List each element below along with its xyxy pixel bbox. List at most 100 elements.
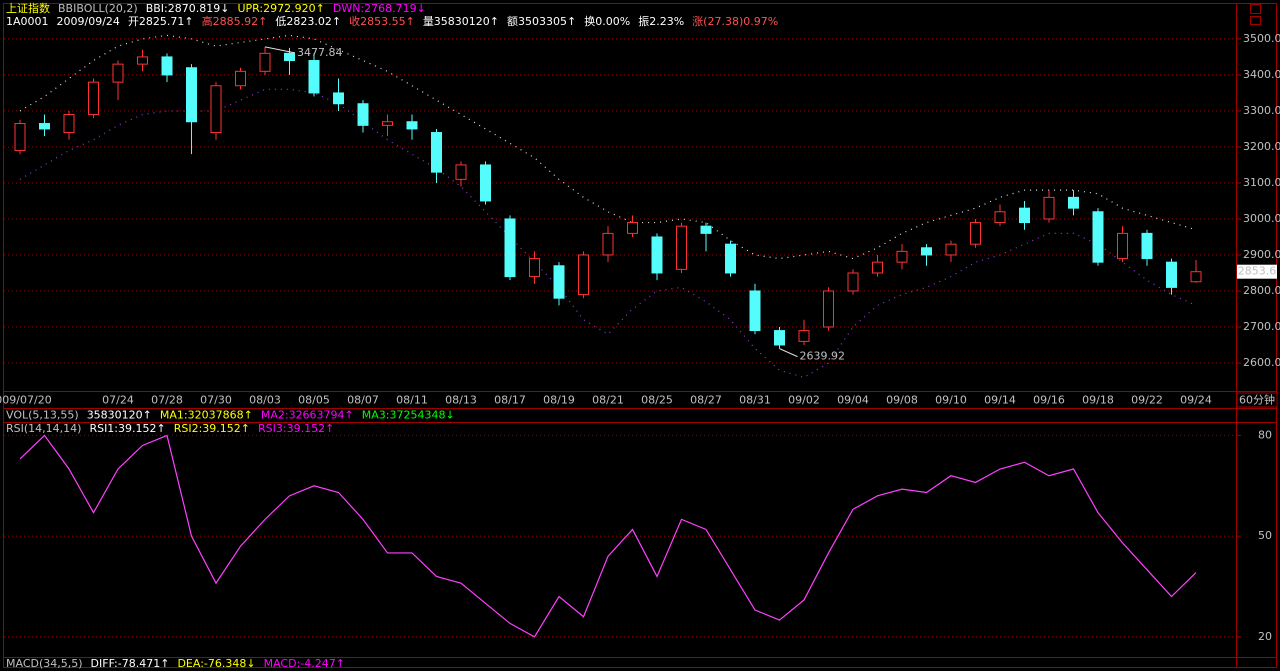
header-line: 上证指数 BBIBOLL(20,2) BBI:2870.819↓ UPR:2972.9…: [6, 1, 426, 15]
candle-body: [896, 250, 908, 263]
macd-line-item: DEA:-76.348↓: [177, 657, 255, 670]
candle-body: [1019, 207, 1030, 224]
x-tick-label: 09/04: [837, 394, 869, 407]
x-tick-label: 08/21: [592, 394, 624, 407]
candle-body: [529, 258, 540, 278]
candle-body: [553, 265, 565, 299]
x-tick-label: 09/08: [886, 394, 918, 407]
candle-body: [578, 254, 589, 296]
candle-body: [725, 243, 736, 274]
info-line-item: 1A0001: [6, 15, 49, 28]
candle-body: [137, 56, 148, 65]
rsi-title-line-item: RSI1:39.152↑: [89, 422, 165, 435]
y-tick-label: 3100.00: [1243, 176, 1280, 189]
x-tick-label: 07/24: [102, 394, 134, 407]
candle-body: [504, 218, 516, 278]
x-tick-label: 08/27: [690, 394, 722, 407]
candle-body: [1141, 232, 1153, 260]
candle-body: [945, 243, 957, 256]
candle-body: [186, 67, 197, 123]
low-annotation: 2639.92: [800, 350, 846, 363]
x-tick-label: 09/10: [935, 394, 967, 407]
macd-line-item: MACD(34,5,5): [6, 657, 83, 670]
high-annotation: 3477.84: [297, 46, 343, 59]
candle-body: [14, 123, 26, 152]
x-tick-label: 09/16: [1033, 394, 1065, 407]
candle-body: [406, 121, 418, 130]
x-tick-label: 09/24: [1180, 394, 1212, 407]
y-tick-label: 20: [1258, 630, 1272, 643]
annotation-leader: [779, 348, 798, 358]
bollinger-band: [19, 88, 1197, 379]
x-tick-label: 08/17: [494, 394, 526, 407]
candle-body: [847, 272, 859, 292]
info-line: 1A0001 2009/09/24 开2825.71↑ 高2885.92↑ 低2823.…: [6, 14, 778, 28]
maximize-button[interactable]: [1250, 4, 1261, 14]
rsi-title-line: RSI(14,14,14) RSI1:39.152↑ RSI2:39.152↑ RSI…: [6, 422, 334, 435]
candle-body: [455, 164, 467, 180]
macd-line-item: DIFF:-78.471↑: [91, 657, 170, 670]
y-tick-label: 3500.00: [1243, 32, 1280, 45]
y-tick-label: 2900.00: [1243, 248, 1280, 261]
candle-body: [872, 261, 883, 274]
candle-body: [333, 92, 344, 105]
header-line-item: DWN:2768.719↓: [333, 2, 426, 15]
info-line-item: 2009/09/24: [57, 15, 120, 28]
x-tick-label: 08/13: [445, 394, 477, 407]
candle-body: [357, 103, 369, 126]
y-tick-label: 3200.00: [1243, 140, 1280, 153]
candle-body: [382, 121, 393, 126]
candle-body: [259, 52, 271, 72]
y-tick-label: 3400.00: [1243, 68, 1280, 81]
x-tick-label: 08/05: [298, 394, 330, 407]
window-buttons[interactable]: [1250, 4, 1261, 25]
x-tick-label: 08/19: [543, 394, 575, 407]
candle-body: [823, 290, 834, 328]
candle-body: [602, 232, 614, 256]
candle-body: [308, 60, 320, 94]
candle-body: [88, 81, 99, 116]
info-line-item: 量35830120↑: [423, 15, 499, 28]
volume-line-item: 35830120↑: [87, 409, 152, 422]
candle-body: [676, 225, 687, 270]
candle-body: [1166, 261, 1177, 288]
candle-body: [921, 247, 932, 256]
info-line-item: 换0.00%: [584, 14, 630, 28]
candle-body: [970, 222, 981, 245]
x-tick-label: 09/22: [1131, 394, 1163, 407]
period-label[interactable]: 60分钟: [1239, 393, 1275, 407]
volume-line-item: VOL(5,13,55): [6, 409, 79, 422]
y-tick-label: 3000.00: [1243, 212, 1280, 225]
candle-body: [700, 225, 712, 234]
candle-body: [284, 52, 295, 62]
x-tick-label: 08/31: [739, 394, 771, 407]
x-tick-label: 07/30: [200, 394, 232, 407]
candle-body: [1092, 211, 1104, 263]
y-tick-label: 80: [1258, 428, 1272, 441]
candle-body: [749, 290, 761, 332]
volume-line-item: MA3:37254348↓: [362, 409, 455, 422]
candle-body: [1117, 232, 1128, 260]
price-tag-box: [1237, 264, 1277, 279]
candle-body: [774, 330, 785, 346]
x-tick-label: 08/25: [641, 394, 673, 407]
y-tick-label: 2700.00: [1243, 320, 1280, 333]
candle-body: [210, 85, 222, 134]
macd-line: MACD(34,5,5) DIFF:-78.471↑ DEA:-76.348↓ MAC…: [6, 657, 345, 670]
info-line-item: 收2853.55↑: [349, 14, 415, 28]
header-line-item: BBI:2870.819↓: [146, 2, 230, 15]
candle-body: [1043, 196, 1055, 220]
volume-line-item: MA1:32037868↑: [160, 409, 253, 422]
y-tick-label: 3300.00: [1243, 104, 1280, 117]
info-line-item: 低2823.02↑: [275, 15, 341, 28]
restore-button[interactable]: [1250, 16, 1261, 25]
period-box[interactable]: [1236, 392, 1278, 408]
candle-body: [235, 70, 246, 87]
info-line-item: 额3503305↑: [507, 15, 576, 28]
y-tick-label: 2600.00: [1243, 356, 1280, 369]
info-line-item: 高2885.92↑: [202, 14, 268, 28]
header-line-item: 上证指数: [6, 1, 50, 15]
candle-body: [480, 164, 491, 202]
frame: [3, 3, 1277, 668]
